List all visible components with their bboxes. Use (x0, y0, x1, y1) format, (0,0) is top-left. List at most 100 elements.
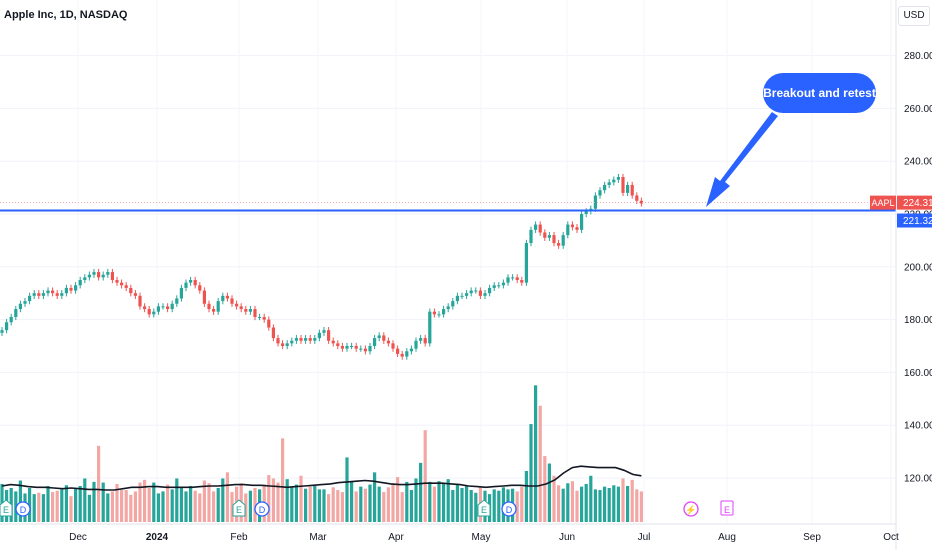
volume-bar (557, 485, 561, 522)
candle-body (14, 309, 18, 317)
volume-bar (345, 457, 349, 522)
volume-bar (598, 490, 602, 522)
candle-body (271, 327, 275, 339)
volume-bar (304, 488, 308, 522)
volume-bar (253, 488, 257, 522)
volume-bar (368, 484, 372, 522)
volume-bar (202, 480, 206, 522)
marker-letter: E (3, 505, 9, 515)
candle-body (147, 309, 151, 315)
volume-bar (285, 479, 289, 522)
candle-body (313, 338, 317, 341)
dividend-marker-icon[interactable] (501, 501, 517, 517)
candle-body (511, 277, 515, 279)
candle-body (156, 306, 160, 312)
volume-bar (78, 485, 82, 522)
candle-layer (0, 173, 643, 360)
candle-body (561, 235, 565, 246)
volume-bar (538, 405, 542, 522)
grid-layer (0, 0, 896, 524)
volume-bar (529, 424, 533, 522)
dividend-marker-icon[interactable] (254, 501, 270, 517)
volume-bar (340, 492, 344, 522)
candle-body (639, 200, 643, 204)
candle-body (409, 348, 413, 352)
candle-body (382, 335, 386, 341)
earnings-marker-icon[interactable] (477, 499, 491, 517)
candle-body (83, 277, 87, 280)
volume-bar (170, 489, 174, 522)
earnings-marker-icon[interactable] (0, 499, 13, 517)
volume-bar (248, 490, 252, 522)
candle-body (55, 293, 59, 296)
upcoming-earnings-marker-icon[interactable] (720, 500, 734, 516)
y-tick-label: 160.00 (904, 368, 932, 379)
volume-bar (626, 485, 630, 522)
candle-body (170, 303, 174, 310)
candle-body (331, 340, 335, 344)
volume-bar (299, 475, 303, 522)
volume-bar (317, 489, 321, 522)
x-tick-label: Aug (718, 532, 736, 543)
x-tick-label: Sep (803, 532, 821, 543)
candle-body (423, 338, 427, 344)
volume-bar (363, 488, 367, 522)
volume-bar (603, 486, 607, 522)
candle-body (64, 287, 68, 294)
candle-body (133, 293, 137, 296)
volume-bar (377, 486, 381, 522)
volume-bar (474, 492, 478, 522)
volume-bar (414, 478, 418, 522)
candle-body (543, 232, 547, 238)
x-tick-label: May (472, 532, 491, 543)
dividend-marker-icon[interactable] (15, 501, 31, 517)
candle-body (0, 330, 4, 333)
candle-body (377, 335, 381, 339)
volume-bar (83, 478, 87, 522)
candle-body (189, 280, 193, 283)
candle-body (336, 343, 340, 346)
candle-body (299, 338, 303, 341)
earnings-marker-icon[interactable] (232, 499, 246, 517)
volume-bar (152, 482, 156, 522)
split-marker-icon[interactable] (683, 501, 699, 517)
volume-bar (271, 478, 275, 522)
volume-bar (524, 471, 528, 522)
candle-body (345, 346, 349, 349)
candle-body (87, 274, 91, 278)
x-tick-label: Feb (230, 532, 248, 543)
volume-bar (115, 483, 119, 522)
volume-bar (161, 491, 165, 522)
candle-body (101, 274, 105, 278)
volume-bar (455, 484, 459, 522)
volume-bar (69, 496, 73, 522)
currency-selector[interactable]: USD (898, 6, 930, 26)
candle-body (400, 353, 404, 357)
volume-bar (106, 493, 110, 522)
candle-body (465, 293, 469, 296)
candle-body (488, 287, 492, 294)
volume-bar (460, 488, 464, 522)
candle-body (432, 311, 436, 315)
candle-body (110, 272, 114, 280)
candle-body (92, 272, 96, 275)
candle-body (37, 293, 41, 296)
volume-bar (396, 477, 400, 522)
candle-body (506, 277, 510, 283)
volume-layer (0, 385, 643, 522)
candle-body (69, 287, 73, 291)
x-tick-label: Mar (309, 532, 327, 543)
marker-letter: E (236, 505, 242, 515)
candle-body (184, 282, 188, 288)
candle-body (317, 332, 321, 339)
y-tick-label: 200.00 (904, 262, 932, 273)
candle-body (612, 179, 616, 183)
volume-bar (60, 489, 64, 522)
y-tick-label: 260.00 (904, 104, 932, 115)
volume-bar (405, 481, 409, 522)
volume-bar (409, 490, 413, 522)
volume-bar (580, 486, 584, 522)
annotation-callout: Breakout and retest (763, 73, 876, 113)
level-price-tag (897, 213, 932, 228)
